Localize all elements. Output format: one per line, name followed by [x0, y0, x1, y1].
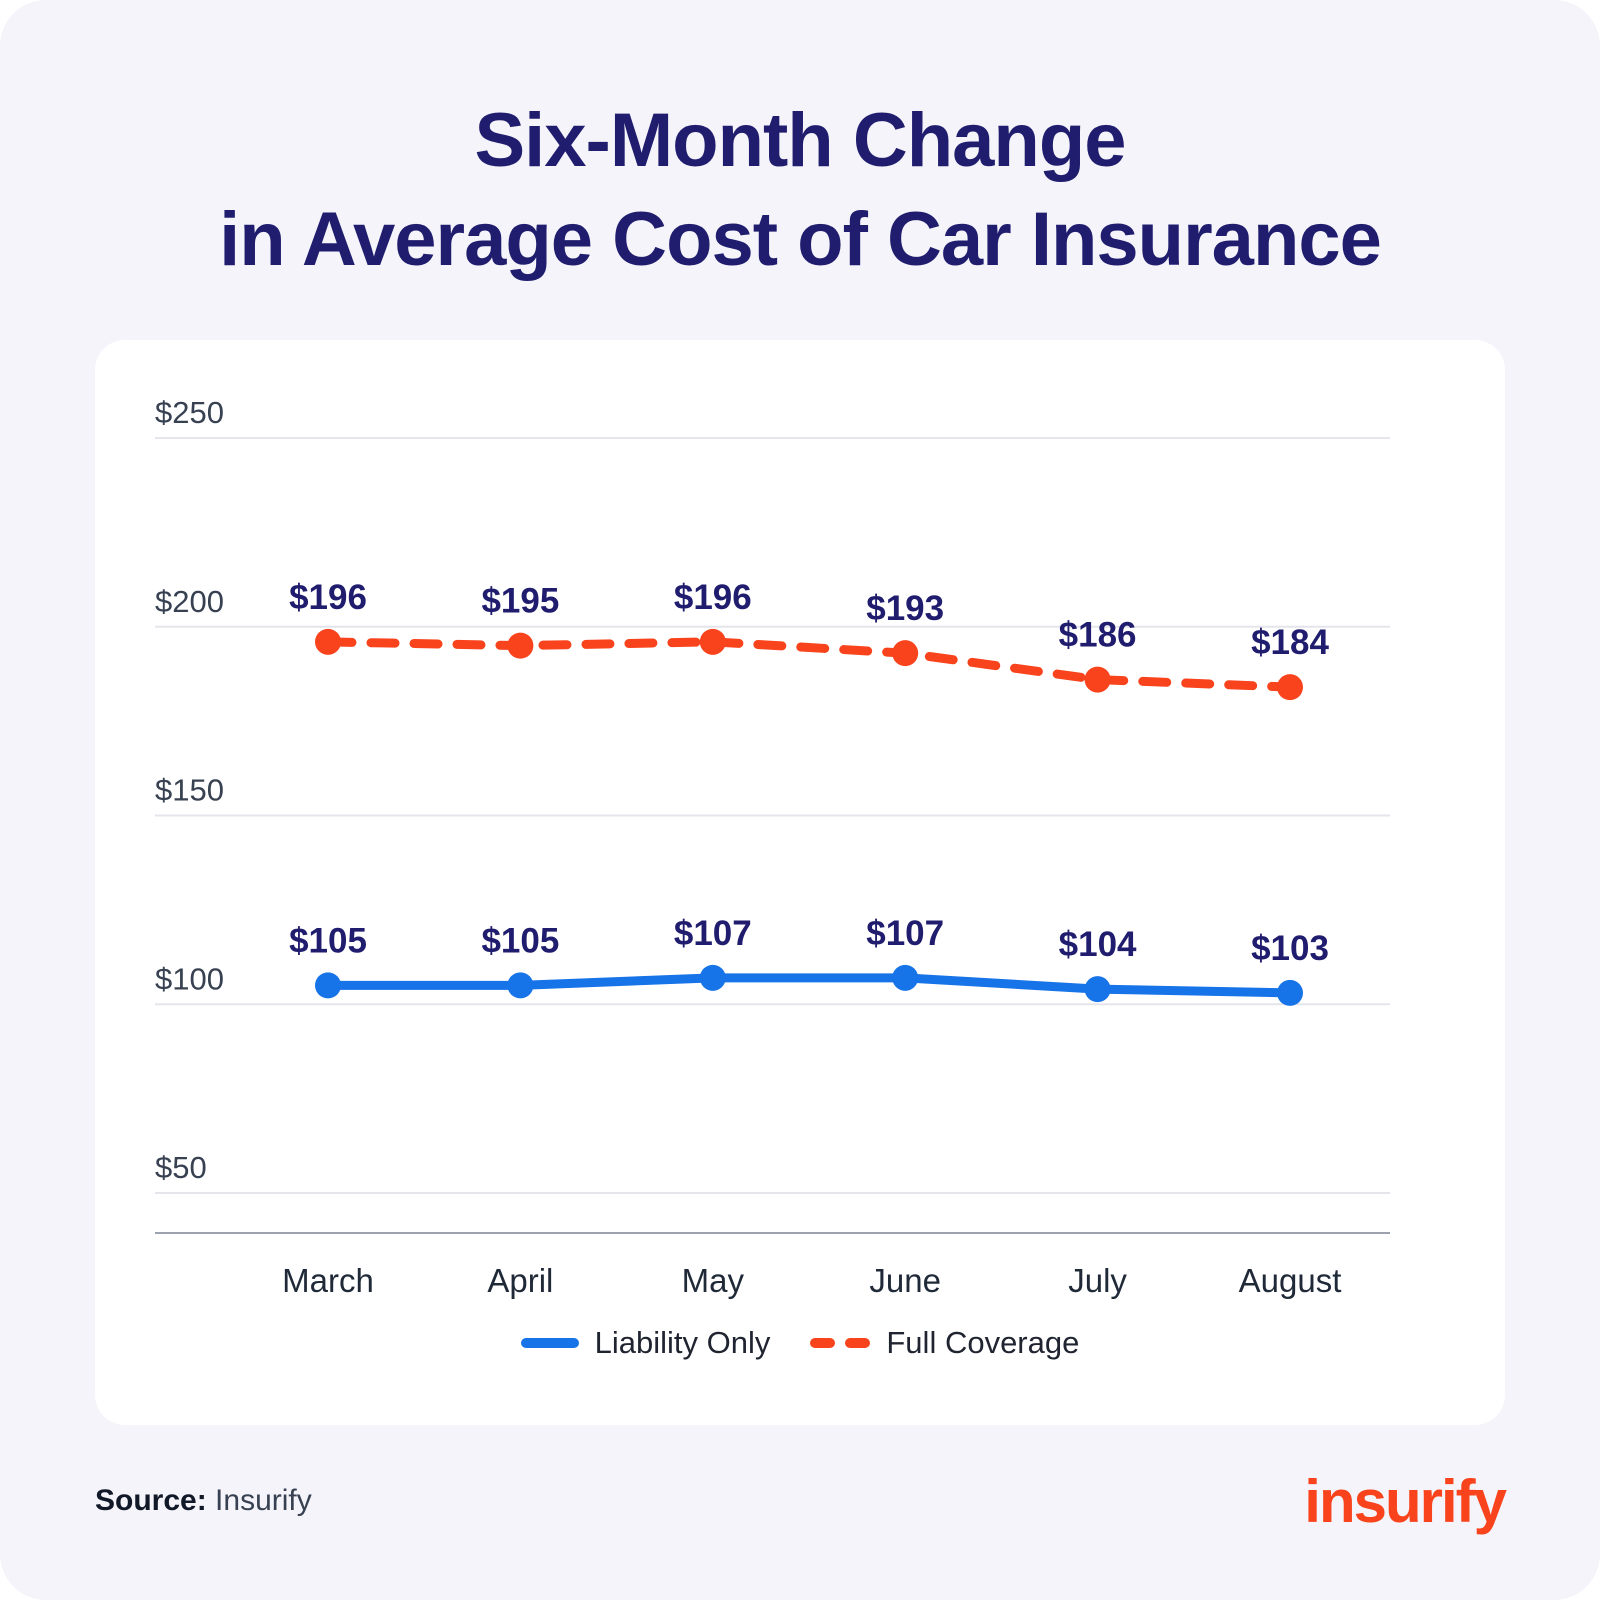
chart-card: $250 $200 $150 $100 $50 March April May June July… [95, 339, 1505, 1425]
x-tick-label: July [1068, 1262, 1127, 1299]
gridlines: $250 $200 $150 $100 $50 [155, 395, 1390, 1194]
footer: Source: Insurify insurify [95, 1467, 1507, 1536]
x-tick-label: April [487, 1262, 553, 1299]
data-label-full-coverage: $195 [481, 581, 559, 620]
legend-swatch-full-coverage [810, 1337, 871, 1348]
data-point-liability-only [892, 964, 919, 991]
data-point-full-coverage [1084, 666, 1111, 693]
data-label-liability-only: $103 [1251, 929, 1329, 968]
source-line: Source: Insurify [95, 1484, 312, 1518]
legend-label-full-coverage: Full Coverage [886, 1324, 1080, 1360]
y-tick-label: $200 [155, 583, 224, 618]
data-label-full-coverage: $196 [674, 577, 752, 616]
data-label-liability-only: $107 [866, 913, 944, 952]
x-tick-labels: March April May June July August [282, 1262, 1341, 1299]
y-tick-label: $50 [155, 1150, 207, 1185]
y-tick-label: $150 [155, 772, 224, 807]
legend-label-liability-only: Liability Only [594, 1324, 771, 1360]
data-label-full-coverage: $193 [866, 589, 944, 628]
data-label-full-coverage: $184 [1251, 623, 1329, 662]
data-point-full-coverage [1277, 673, 1303, 700]
legend-swatch-liability-only [520, 1337, 579, 1348]
legend-item-full-coverage: Full Coverage [810, 1325, 1079, 1361]
data-point-liability-only [1277, 979, 1303, 1006]
data-point-full-coverage [315, 628, 341, 655]
y-tick-label: $100 [155, 961, 224, 996]
data-label-liability-only: $105 [481, 921, 559, 960]
x-tick-label: June [869, 1262, 941, 1299]
title-line-1: Six-Month Change [474, 98, 1126, 183]
series-line-liability-only [323, 972, 1295, 998]
x-tick-label: May [682, 1262, 745, 1299]
insurify-logo: insurify [1304, 1467, 1507, 1535]
series-full-coverage: $196 $195 $196 $193 $186 $184 [289, 577, 1329, 700]
source-label: Source: [95, 1484, 207, 1518]
series-liability-only: $105 $105 $107 $107 $104 $103 [289, 913, 1329, 1006]
chart-legend: Liability Only Full Coverage [95, 1320, 1505, 1366]
chart-svg: $250 $200 $150 $100 $50 March April May June July… [155, 395, 1390, 1299]
legend-item-liability-only: Liability Only [520, 1324, 771, 1361]
data-point-liability-only [507, 971, 534, 998]
x-tick-label: March [282, 1262, 374, 1299]
page-title: Six-Month Change in Average Cost of Car … [95, 92, 1505, 290]
title-line-2: in Average Cost of Car Insurance [219, 196, 1382, 282]
x-tick-label: August [1239, 1262, 1342, 1299]
data-label-full-coverage: $196 [289, 577, 367, 616]
series-line-full-coverage [323, 636, 1295, 692]
data-point-full-coverage [507, 632, 534, 659]
source-value: Insurify [215, 1484, 312, 1518]
data-point-liability-only [1084, 975, 1111, 1002]
data-label-liability-only: $105 [289, 921, 367, 960]
data-point-full-coverage [892, 639, 919, 666]
data-point-liability-only [699, 964, 726, 991]
data-point-full-coverage [699, 628, 726, 655]
data-label-liability-only: $107 [674, 913, 752, 952]
data-label-liability-only: $104 [1059, 925, 1137, 964]
y-tick-label: $250 [155, 395, 224, 430]
data-point-liability-only [315, 971, 341, 998]
data-label-full-coverage: $186 [1059, 615, 1137, 654]
